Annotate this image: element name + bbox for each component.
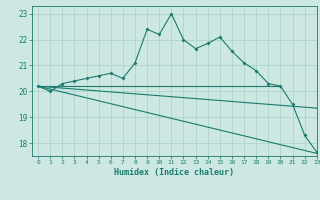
X-axis label: Humidex (Indice chaleur): Humidex (Indice chaleur) — [115, 168, 234, 177]
